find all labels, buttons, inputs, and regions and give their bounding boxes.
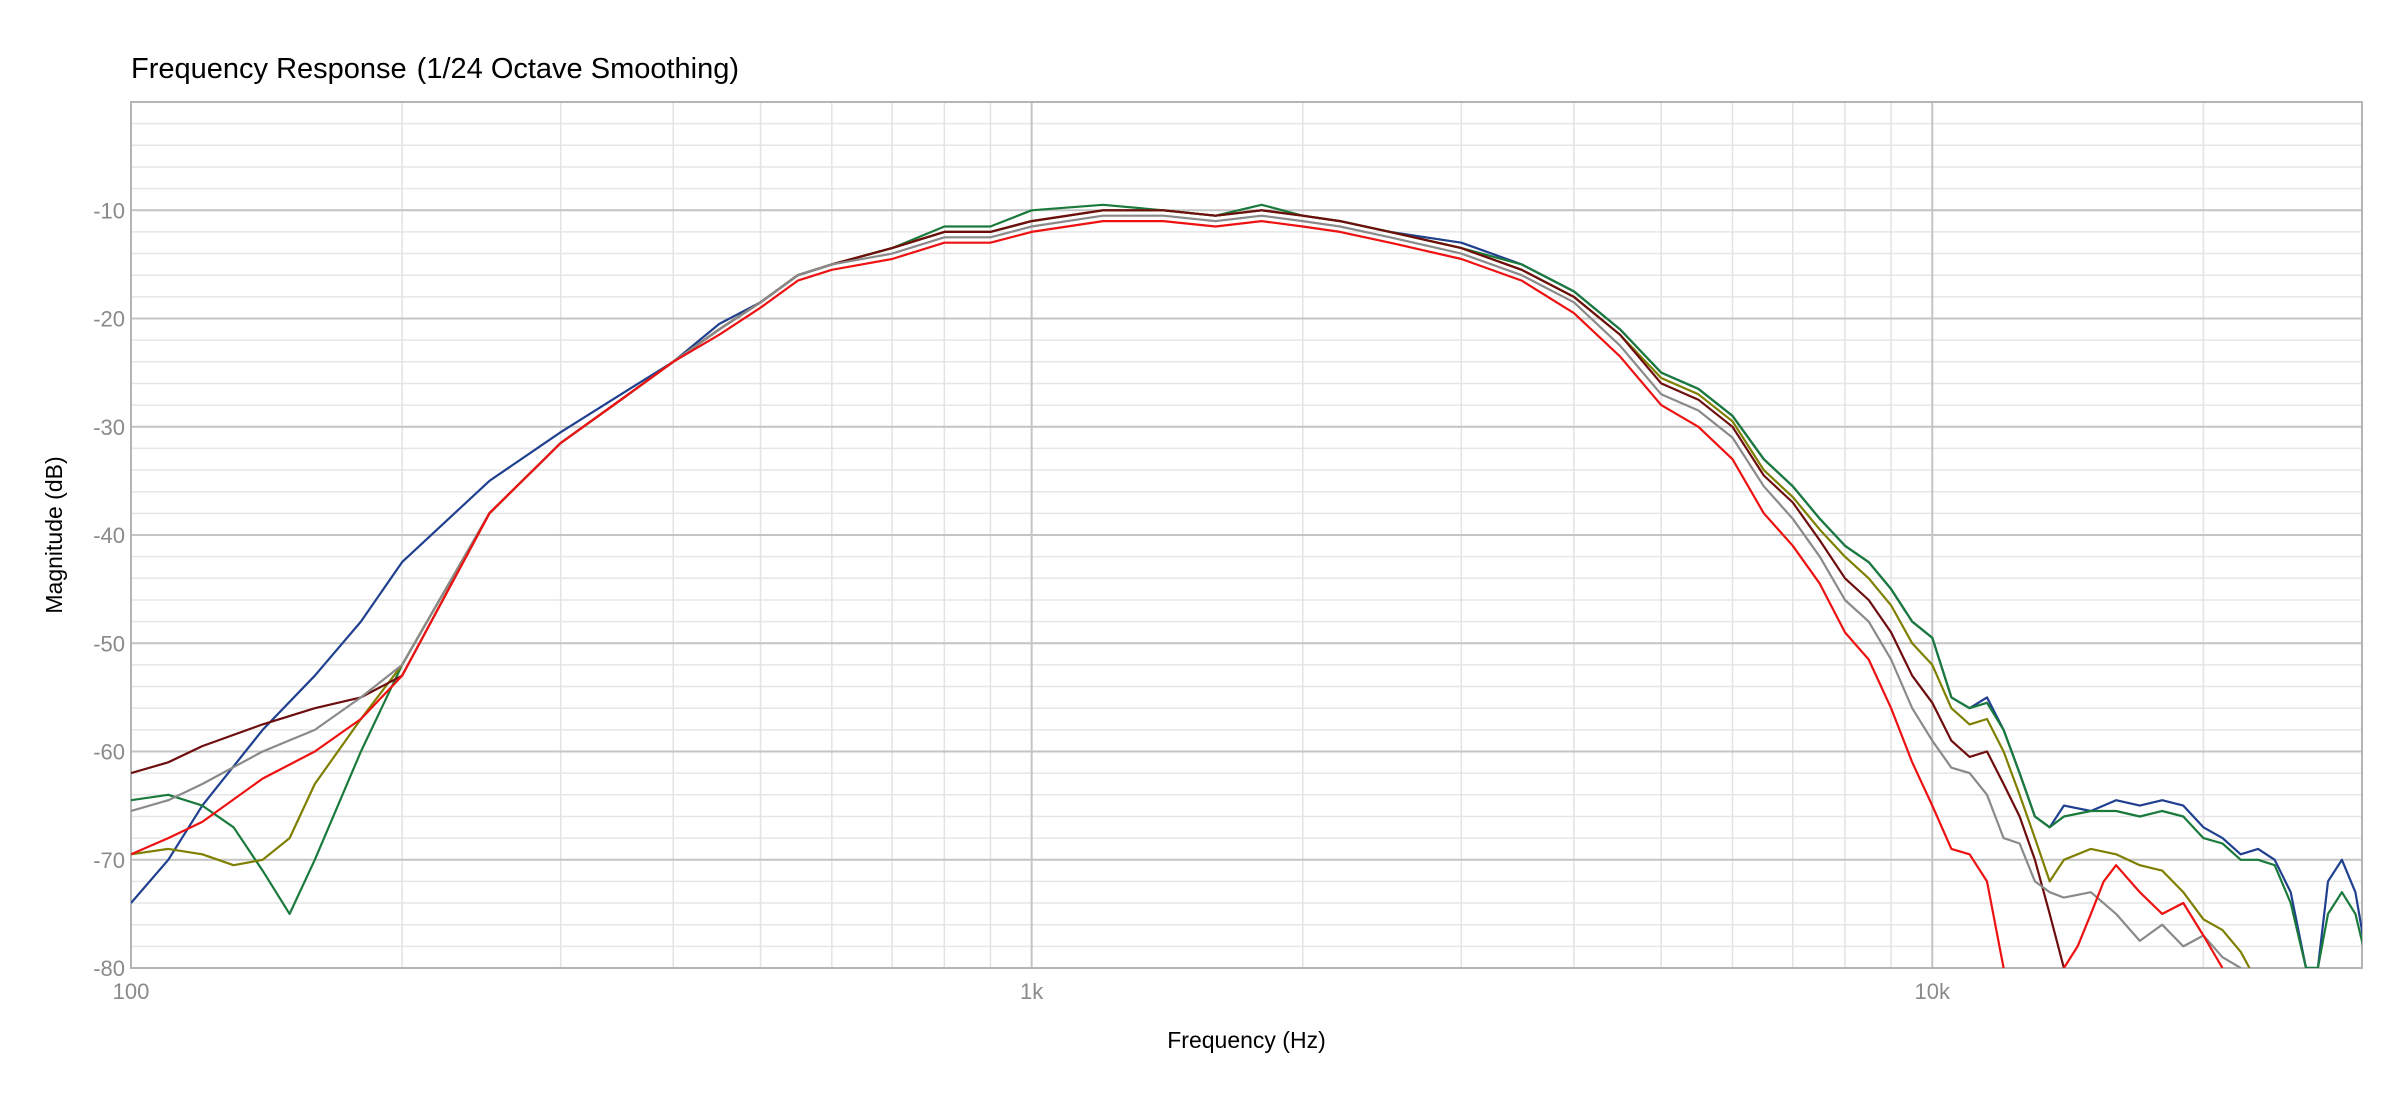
y-tick-label: -40 bbox=[93, 523, 125, 548]
y-tick-label: -70 bbox=[93, 848, 125, 873]
x-axis-label: Frequency (Hz) bbox=[1167, 1027, 1325, 1053]
minor-gridlines bbox=[131, 102, 2362, 968]
y-tick-label: -20 bbox=[93, 307, 125, 332]
chart-subtitle-text: (1/24 Octave Smoothing) bbox=[417, 53, 739, 85]
y-tick-label: -60 bbox=[93, 740, 125, 765]
y-tick-label: -80 bbox=[93, 956, 125, 981]
y-tick-label: -30 bbox=[93, 415, 125, 440]
chart-title-text: Frequency Response bbox=[131, 53, 407, 85]
plot-area-border bbox=[130, 101, 2363, 969]
series-lines bbox=[131, 203, 2362, 968]
series-line-6 bbox=[131, 220, 2005, 968]
major-gridlines bbox=[131, 102, 2362, 968]
svg-text:Frequency Response(1/24 Octave: Frequency Response (1/24 Octave Smoothing… bbox=[131, 53, 739, 85]
x-axis-ticks: 100 1k 10k bbox=[113, 979, 1951, 1004]
x-tick-label: 10k bbox=[1915, 979, 1951, 1004]
x-tick-label: 1k bbox=[1020, 979, 1044, 1004]
series-line-4 bbox=[131, 209, 2065, 968]
series-line-7 bbox=[2062, 864, 2224, 968]
y-tick-label: -50 bbox=[93, 631, 125, 656]
y-tick-label: -10 bbox=[93, 198, 125, 223]
x-tick-label: 100 bbox=[113, 979, 150, 1004]
y-axis-ticks: -10 -20 -30 -40 -50 -60 -70 -80 bbox=[93, 198, 125, 981]
y-axis-label: Magnitude (dB) bbox=[41, 456, 67, 613]
chart-title: Frequency Response (1/24 Octave Smoothing… bbox=[131, 53, 739, 85]
